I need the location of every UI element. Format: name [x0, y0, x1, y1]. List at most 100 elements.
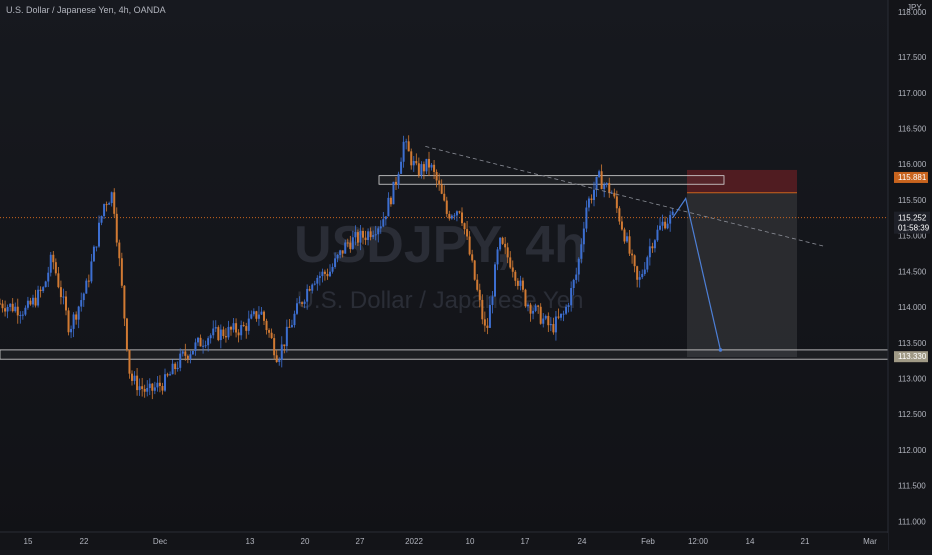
- time-axis[interactable]: [0, 533, 888, 550]
- candle-body: [298, 302, 301, 304]
- candle-body: [110, 192, 113, 204]
- candle-body: [653, 240, 656, 249]
- candle-body: [24, 307, 27, 315]
- candle-body: [440, 184, 443, 194]
- candle-body: [537, 305, 540, 307]
- candle-body: [428, 158, 431, 168]
- candle-body: [547, 315, 550, 326]
- candle-body: [230, 326, 233, 330]
- currency-label: JPY: [907, 3, 922, 12]
- candle-body: [410, 151, 413, 166]
- candle-body: [204, 345, 207, 347]
- candle-body: [364, 237, 367, 241]
- candle-body: [209, 335, 212, 339]
- candle-body: [197, 337, 200, 343]
- candle-body: [29, 300, 32, 305]
- stop-price-label: 115.881: [898, 173, 927, 182]
- candle-body: [186, 355, 189, 359]
- candle-body: [433, 164, 436, 172]
- x-tick-label: 2022: [405, 537, 423, 546]
- candle-body: [641, 273, 644, 278]
- candle-body: [237, 332, 240, 336]
- candle-body: [468, 236, 471, 255]
- candle-body: [600, 171, 603, 190]
- candle-body: [151, 383, 154, 391]
- candle-body: [438, 180, 441, 185]
- candle-body: [603, 184, 606, 190]
- descending-trendline: [425, 146, 825, 247]
- candle-body: [466, 229, 469, 237]
- candle-body: [450, 215, 453, 219]
- candle-body: [458, 211, 461, 213]
- candle-body: [232, 323, 235, 330]
- candle-body: [39, 289, 42, 292]
- candle-body: [189, 354, 192, 359]
- candle-body: [362, 230, 365, 238]
- candle-body: [171, 363, 174, 375]
- candle-body: [174, 363, 177, 370]
- candle-body: [608, 183, 611, 194]
- candle-body: [16, 306, 19, 316]
- candle-body: [534, 305, 537, 311]
- price-axis[interactable]: [888, 0, 932, 550]
- candle-body: [443, 193, 446, 201]
- projection-end-dot: [718, 348, 723, 352]
- candle-body: [481, 299, 484, 320]
- candle-body: [359, 230, 362, 243]
- x-tick-label: 24: [578, 537, 587, 546]
- candle-body: [504, 243, 507, 248]
- candle-body: [4, 308, 7, 312]
- y-tick-label: 112.500: [898, 410, 927, 419]
- candle-body: [643, 269, 646, 274]
- candle-body: [354, 232, 357, 238]
- candle-body: [377, 228, 380, 235]
- x-tick-label: Dec: [153, 537, 167, 546]
- candle-body: [374, 234, 377, 236]
- projection-path: [672, 197, 722, 351]
- candle-body: [346, 242, 349, 244]
- candle-body: [108, 203, 111, 205]
- candle-body: [329, 271, 332, 277]
- candle-body: [293, 313, 296, 326]
- candle-body: [113, 192, 116, 214]
- candle-body: [521, 280, 524, 290]
- candle-body: [384, 216, 387, 220]
- candle-body: [87, 280, 90, 282]
- candle-body: [435, 171, 438, 181]
- candle-body: [567, 305, 570, 307]
- candle-body: [227, 326, 230, 338]
- candle-body: [463, 223, 466, 230]
- candle-body: [296, 303, 299, 314]
- candle-body: [572, 279, 575, 289]
- candle-body: [191, 350, 194, 355]
- stop-price-tag: [894, 171, 928, 183]
- candle-body: [626, 236, 629, 242]
- candle-body: [585, 207, 588, 229]
- candle-body: [32, 297, 35, 305]
- candle-body: [136, 375, 139, 391]
- candle-body: [628, 236, 631, 254]
- candle-body: [21, 314, 24, 316]
- candle-body: [11, 303, 14, 312]
- candle-body: [638, 277, 641, 280]
- candle-body: [133, 375, 136, 381]
- candle-body: [605, 183, 608, 185]
- candle-body: [105, 204, 108, 206]
- candle-body: [37, 289, 40, 306]
- candle-body: [544, 315, 547, 319]
- candle-body: [501, 237, 504, 244]
- candle-body: [313, 283, 316, 285]
- candle-body: [235, 323, 238, 333]
- candle-body: [494, 264, 497, 297]
- take-profit-zone: [687, 192, 797, 358]
- candle-body: [499, 237, 502, 250]
- x-tick-label: 17: [521, 537, 530, 546]
- candle-body: [207, 338, 210, 346]
- candle-body: [290, 325, 293, 328]
- candle-body: [278, 359, 281, 362]
- candle-body: [577, 258, 580, 275]
- candle-body: [143, 388, 146, 392]
- x-tick-label: 20: [301, 537, 310, 546]
